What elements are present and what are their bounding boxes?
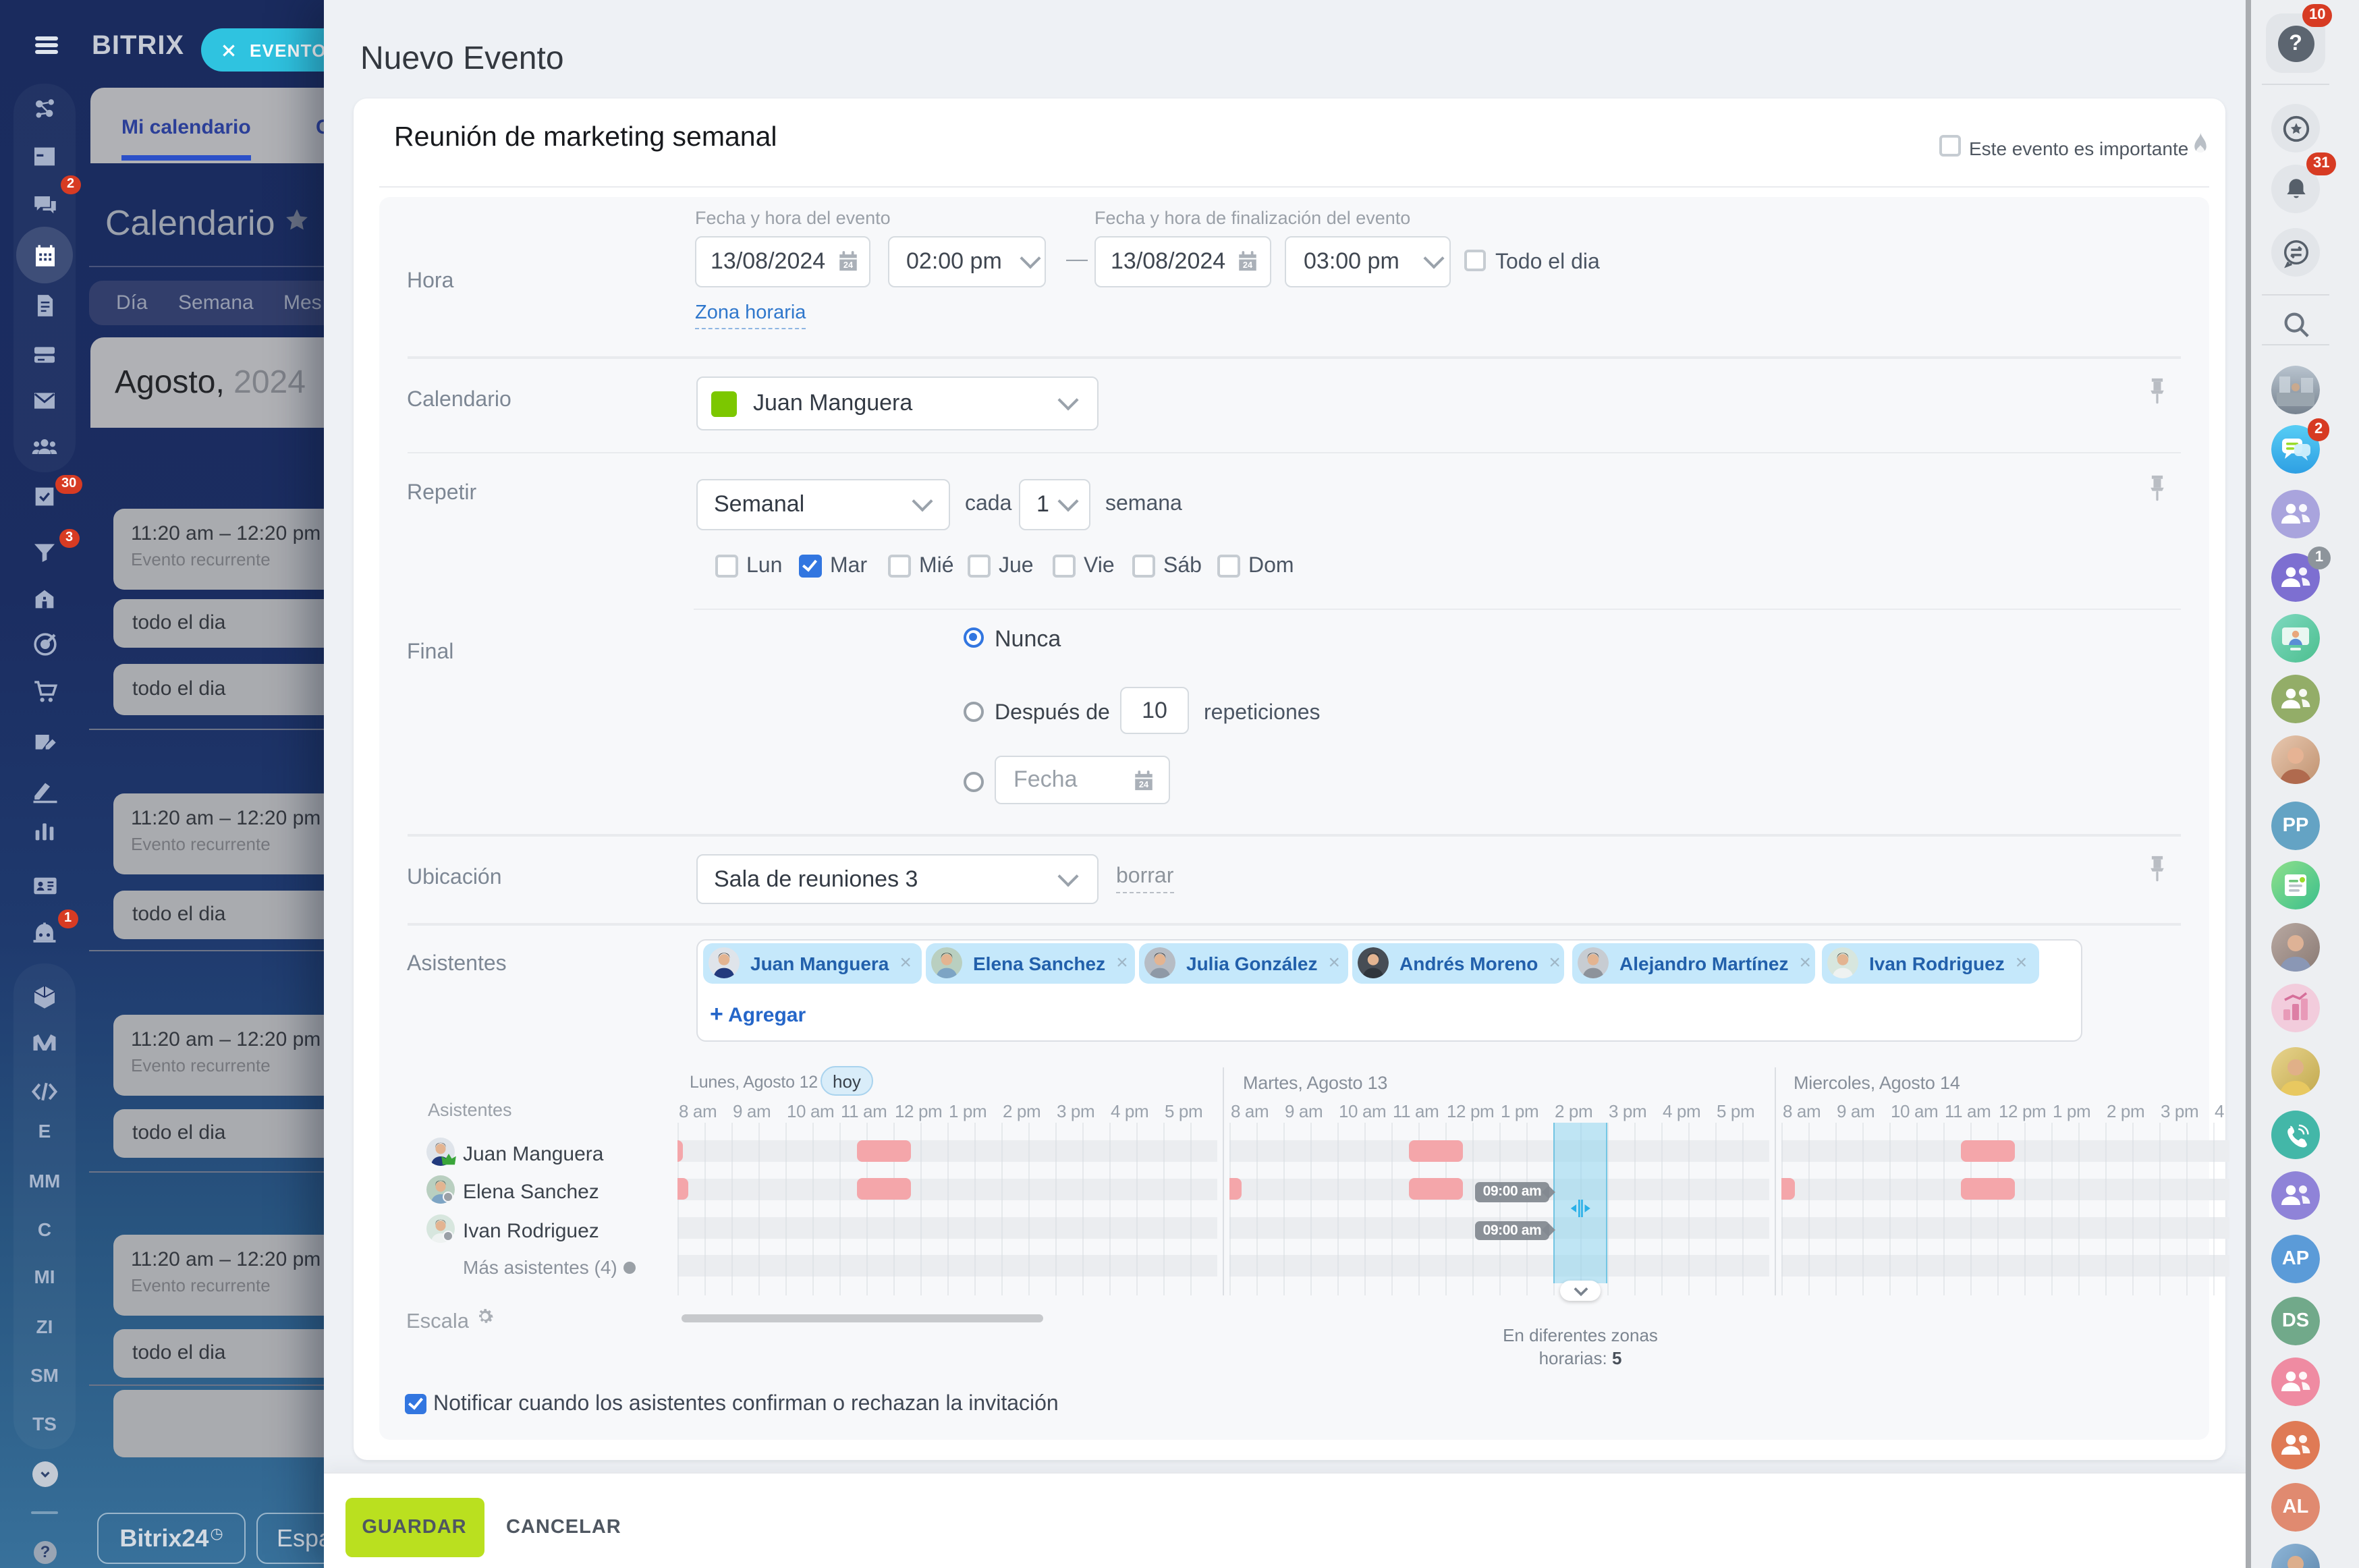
svg-text:24: 24 xyxy=(1243,260,1253,270)
svg-text:24: 24 xyxy=(1139,779,1149,789)
svg-text:24: 24 xyxy=(843,260,853,270)
